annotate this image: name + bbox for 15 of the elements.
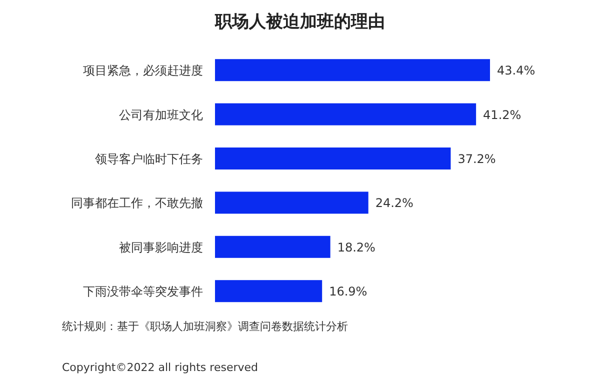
y-tick-label: 被同事影响进度 (119, 240, 203, 254)
chart-title: 职场人被迫加班的理由 (214, 12, 385, 32)
data-label: 24.2% (375, 196, 414, 210)
y-tick-label: 同事都在工作，不敢先撤 (71, 196, 203, 210)
data-label: 16.9% (329, 284, 368, 299)
text: 统计规则：基于《职场人加班洞察》调查问卷数据统计分析 (62, 320, 348, 333)
y-tick-label: 公司有加班文化 (119, 108, 203, 122)
text: Copyright©2022 all rights reserved (62, 361, 258, 374)
y-tick-label: 领导客户临时下任务 (95, 152, 203, 166)
data-label: 41.2% (483, 108, 522, 122)
y-tick-label: 下雨没带伞等突发事件 (83, 284, 203, 299)
data-label: 18.2% (337, 240, 376, 254)
data-label: 37.2% (458, 152, 496, 166)
y-tick-label: 项目紧急，必须赶进度 (83, 64, 203, 78)
data-label: 43.4% (497, 64, 536, 78)
